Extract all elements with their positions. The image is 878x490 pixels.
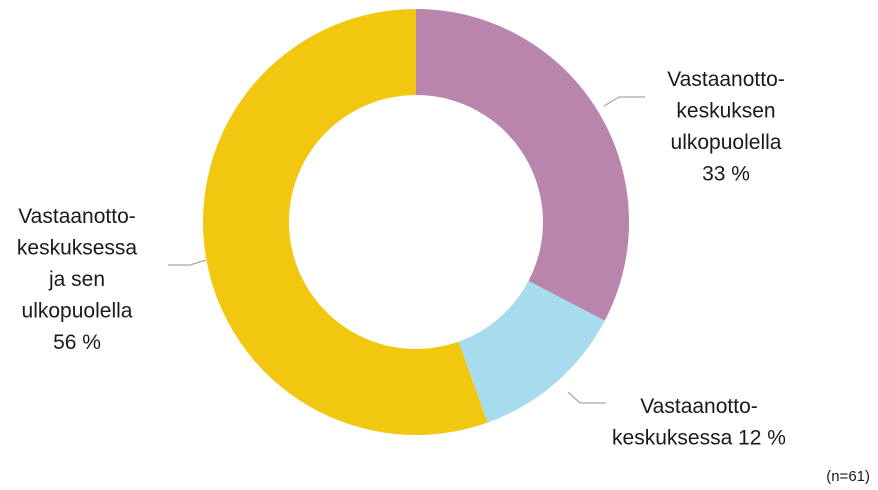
label-line: ja sen [48,268,105,291]
value-label: 56 % [53,331,101,354]
sample-note: (n=61) [826,468,870,485]
donut-segment [458,280,605,423]
segment-label: Vastaanotto-keskuksessa 12 % [612,395,786,450]
value-label: 12 % [738,426,786,449]
label-line: Vastaanotto- [640,395,758,418]
label-line: ulkopuolella [671,131,782,154]
segment-label: Vastaanotto-keskuksessa ja sen ulkopuolell… [17,205,138,354]
donut-segment [416,9,629,321]
label-line: keskuksessa [17,236,138,259]
segment-label: Vastaanotto-keskuksen ulkopuolella 33 % [667,68,785,186]
label-line: Vastaanotto- [667,68,785,91]
value-label: 33 % [702,162,750,185]
donut-segment [202,9,488,436]
label-line: keskuksessa [612,426,733,449]
leader-line [567,391,606,404]
label-line: keskuksen [676,99,775,122]
leader-line [168,259,207,266]
label-line: Vastaanotto- [18,205,136,228]
label-line: ulkopuolella [22,299,133,322]
leader-line [603,96,645,107]
